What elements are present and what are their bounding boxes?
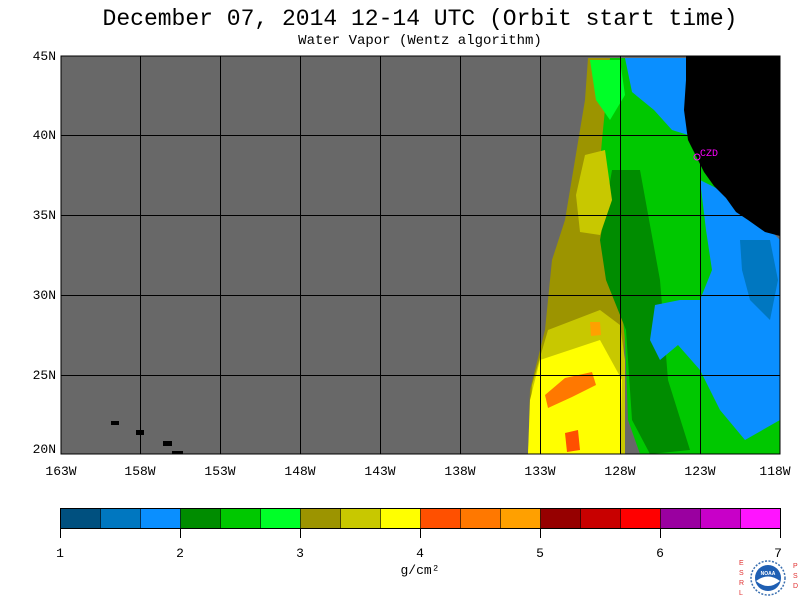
island-maui xyxy=(163,441,172,446)
island-kauai xyxy=(111,421,119,425)
island-hawaii xyxy=(172,451,183,454)
colorbar-tick-marks xyxy=(60,529,781,538)
colorbar-tick-2: 2 xyxy=(176,546,184,561)
colorbar-swatch-17 xyxy=(700,508,741,529)
svg-text:D: D xyxy=(793,583,798,590)
lat-label-40n: 40N xyxy=(32,128,56,143)
lon-label-138w: 138W xyxy=(444,464,476,479)
lon-label-148w: 148W xyxy=(284,464,316,479)
colorbar-swatch-14 xyxy=(580,508,621,529)
colorbar-swatch-18 xyxy=(740,508,781,529)
lon-label-163w: 163W xyxy=(45,464,77,479)
lon-label-158w: 158W xyxy=(124,464,156,479)
lon-label-133w: 133W xyxy=(524,464,556,479)
moisture-field-yellow xyxy=(528,340,622,454)
moisture-field-bright-green-north xyxy=(590,60,625,120)
lon-label-123w: 123W xyxy=(684,464,716,479)
moisture-field-orange xyxy=(545,372,596,408)
colorbar-tick-6: 6 xyxy=(656,546,664,561)
water-vapor-map: CZD xyxy=(60,55,781,455)
svg-text:L: L xyxy=(739,590,743,597)
map-title: December 07, 2014 12-14 UTC (Orbit start… xyxy=(102,6,738,32)
lat-label-20n: 20N xyxy=(32,442,56,457)
moisture-field-blue-north xyxy=(625,58,688,135)
svg-text:S: S xyxy=(739,570,744,577)
colorbar-swatches xyxy=(60,508,781,529)
colorbar-swatch-4 xyxy=(180,508,221,529)
colorbar-tick-1: 1 xyxy=(56,546,64,561)
psd-letters: PSD xyxy=(793,563,798,590)
colorbar-swatch-5 xyxy=(220,508,261,529)
svg-text:E: E xyxy=(739,560,744,567)
colorbar-swatch-9 xyxy=(380,508,421,529)
colorbar-swatch-6 xyxy=(260,508,301,529)
map-subtitle: Water Vapor (Wentz algorithm) xyxy=(298,33,542,49)
colorbar-swatch-16 xyxy=(660,508,701,529)
colorbar-swatch-13 xyxy=(540,508,581,529)
station-marker: CZD xyxy=(693,149,718,161)
lon-label-118w: 118W xyxy=(759,464,791,479)
noaa-emblem-text: NOAA xyxy=(761,571,776,577)
colorbar-swatch-15 xyxy=(620,508,661,529)
colorbar-tick-5: 5 xyxy=(536,546,544,561)
lon-label-143w: 143W xyxy=(364,464,396,479)
graticule xyxy=(61,56,780,454)
colorbar-tick-4: 4 xyxy=(416,546,424,561)
lat-label-25n: 25N xyxy=(32,368,56,383)
lat-label-35n: 35N xyxy=(32,208,56,223)
moisture-field-orange-south xyxy=(565,430,580,452)
colorbar-tick-3: 3 xyxy=(296,546,304,561)
moisture-field-olive-north xyxy=(576,150,612,235)
colorbar xyxy=(60,508,781,538)
station-label: CZD xyxy=(700,149,718,160)
colorbar-swatch-11 xyxy=(460,508,501,529)
colorbar-swatch-1 xyxy=(60,508,101,529)
land-north-america xyxy=(684,56,780,236)
moisture-field-dark-green xyxy=(600,170,690,454)
lon-label-153w: 153W xyxy=(204,464,236,479)
lon-label-128w: 128W xyxy=(604,464,636,479)
lat-label-45n: 45N xyxy=(32,49,56,64)
colorbar-swatch-7 xyxy=(300,508,341,529)
station-marker-dot xyxy=(693,153,701,161)
lat-label-30n: 30N xyxy=(32,288,56,303)
map-frame xyxy=(60,55,781,455)
svg-text:R: R xyxy=(739,580,744,587)
svg-text:P: P xyxy=(793,563,798,570)
moisture-field-blue-dark xyxy=(740,240,778,320)
colorbar-swatch-2 xyxy=(100,508,141,529)
colorbar-swatch-3 xyxy=(140,508,181,529)
colorbar-swatch-10 xyxy=(420,508,461,529)
noaa-emblem-bird xyxy=(756,576,780,586)
colorbar-swatch-12 xyxy=(500,508,541,529)
svg-text:S: S xyxy=(793,573,798,580)
colorbar-swatch-8 xyxy=(340,508,381,529)
moisture-field-orange-small xyxy=(590,322,601,336)
colorbar-units: g/cm² xyxy=(400,563,440,578)
colorbar-tick-7: 7 xyxy=(774,546,782,561)
colorbar-frame xyxy=(60,508,781,529)
